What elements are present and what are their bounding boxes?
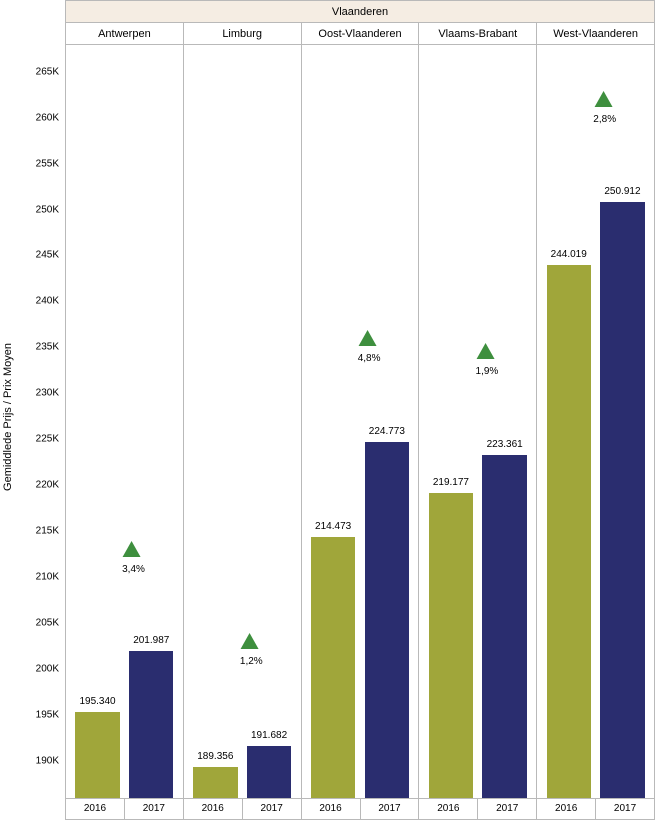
panel-limburg: 189.356 191.682 1,2% (183, 45, 301, 798)
bar-2017: 191.682 (247, 746, 291, 798)
x-group-west-vlaanderen: 20162017 (536, 798, 655, 820)
bar-2017: 250.912 (600, 202, 644, 798)
pct-change-label: 1,2% (240, 656, 263, 667)
x-label-2017: 2017 (478, 799, 536, 819)
bar-label-2016: 244.019 (551, 249, 587, 260)
bar-label-2017: 201.987 (133, 635, 169, 646)
x-label-2016: 2016 (419, 799, 478, 819)
bar-label-2016: 189.356 (197, 751, 233, 762)
x-group-oost-vlaanderen: 20162017 (301, 798, 419, 820)
header-sub-row: AntwerpenLimburgOost-VlaanderenVlaams-Br… (65, 22, 655, 44)
x-label-2017: 2017 (243, 799, 301, 819)
up-triangle-icon (359, 330, 377, 346)
x-group-limburg: 20162017 (183, 798, 301, 820)
y-tick-235: 235K (36, 342, 59, 353)
x-label-2016: 2016 (66, 799, 125, 819)
bar-label-2016: 214.473 (315, 521, 351, 532)
bar-label-2017: 224.773 (369, 426, 405, 437)
header-vlaams-brabant: Vlaams-Brabant (418, 23, 536, 44)
y-tick-250: 250K (36, 204, 59, 215)
up-triangle-icon (476, 343, 494, 359)
pct-change-label: 3,4% (122, 564, 145, 575)
x-label-2016: 2016 (302, 799, 361, 819)
up-triangle-icon (123, 541, 141, 557)
header-main: Vlaanderen (65, 0, 655, 22)
panel-west-vlaanderen: 244.019250.9122,8% (536, 45, 655, 798)
panel-antwerpen: 195.340201.9873,4% (65, 45, 183, 798)
bar-2016: 195.340 (75, 712, 119, 798)
y-tick-200: 200K (36, 664, 59, 675)
y-tick-265: 265K (36, 66, 59, 77)
bar-2016: 244.019 (547, 265, 591, 798)
bar-2016: 219.177 (429, 493, 473, 798)
header-antwerpen: Antwerpen (65, 23, 183, 44)
chart-container: Gemiddlede Prijs / Prix Moyen Vlaanderen… (0, 0, 660, 822)
bar-2016: 214.473 (311, 537, 355, 798)
bar-2017: 224.773 (365, 442, 409, 798)
pct-change-label: 1,9% (476, 366, 499, 377)
y-tick-230: 230K (36, 388, 59, 399)
bar-label-2017: 223.361 (487, 439, 523, 450)
up-triangle-icon (594, 91, 612, 107)
y-tick-195: 195K (36, 710, 59, 721)
panel-oost-vlaanderen: 214.473224.7734,8% (301, 45, 419, 798)
y-tick-205: 205K (36, 618, 59, 629)
y-tick-220: 220K (36, 480, 59, 491)
pct-change-label: 4,8% (358, 353, 381, 364)
plot-area: 195.340201.9873,4%189.356191.6821,2%214.… (65, 44, 655, 798)
y-tick-245: 245K (36, 250, 59, 261)
up-triangle-icon (241, 633, 259, 649)
pct-change-label: 2,8% (593, 114, 616, 125)
x-label-2017: 2017 (596, 799, 654, 819)
bar-label-2016: 219.177 (433, 477, 469, 488)
x-group-vlaams-brabant: 20162017 (418, 798, 536, 820)
y-tick-190: 190K (36, 756, 59, 767)
y-tick-255: 255K (36, 158, 59, 169)
panel-vlaams-brabant: 219.177223.3611,9% (418, 45, 536, 798)
y-tick-225: 225K (36, 434, 59, 445)
bar-label-2017: 191.682 (251, 730, 287, 741)
x-label-2017: 2017 (361, 799, 419, 819)
x-group-antwerpen: 20162017 (65, 798, 183, 820)
x-label-2016: 2016 (537, 799, 596, 819)
y-tick-240: 240K (36, 296, 59, 307)
header-west-vlaanderen: West-Vlaanderen (536, 23, 655, 44)
bar-2017: 223.361 (482, 455, 526, 798)
bar-label-2017: 250.912 (604, 186, 640, 197)
y-tick-260: 260K (36, 112, 59, 123)
bar-2016: 189.356 (193, 767, 237, 798)
header-limburg: Limburg (183, 23, 301, 44)
x-label-2017: 2017 (125, 799, 183, 819)
y-axis-ticks: 265K 260K 255K 250K 245K 240K 235K 230K 225K 220K… (0, 44, 63, 798)
header-oost-vlaanderen: Oost-Vlaanderen (301, 23, 419, 44)
bar-2017: 201.987 (129, 651, 173, 798)
x-axis-row: 2016201720162017201620172016201720162017 (65, 798, 655, 820)
y-tick-210: 210K (36, 572, 59, 583)
x-label-2016: 2016 (184, 799, 243, 819)
bar-label-2016: 195.340 (79, 696, 115, 707)
y-tick-215: 215K (36, 526, 59, 537)
